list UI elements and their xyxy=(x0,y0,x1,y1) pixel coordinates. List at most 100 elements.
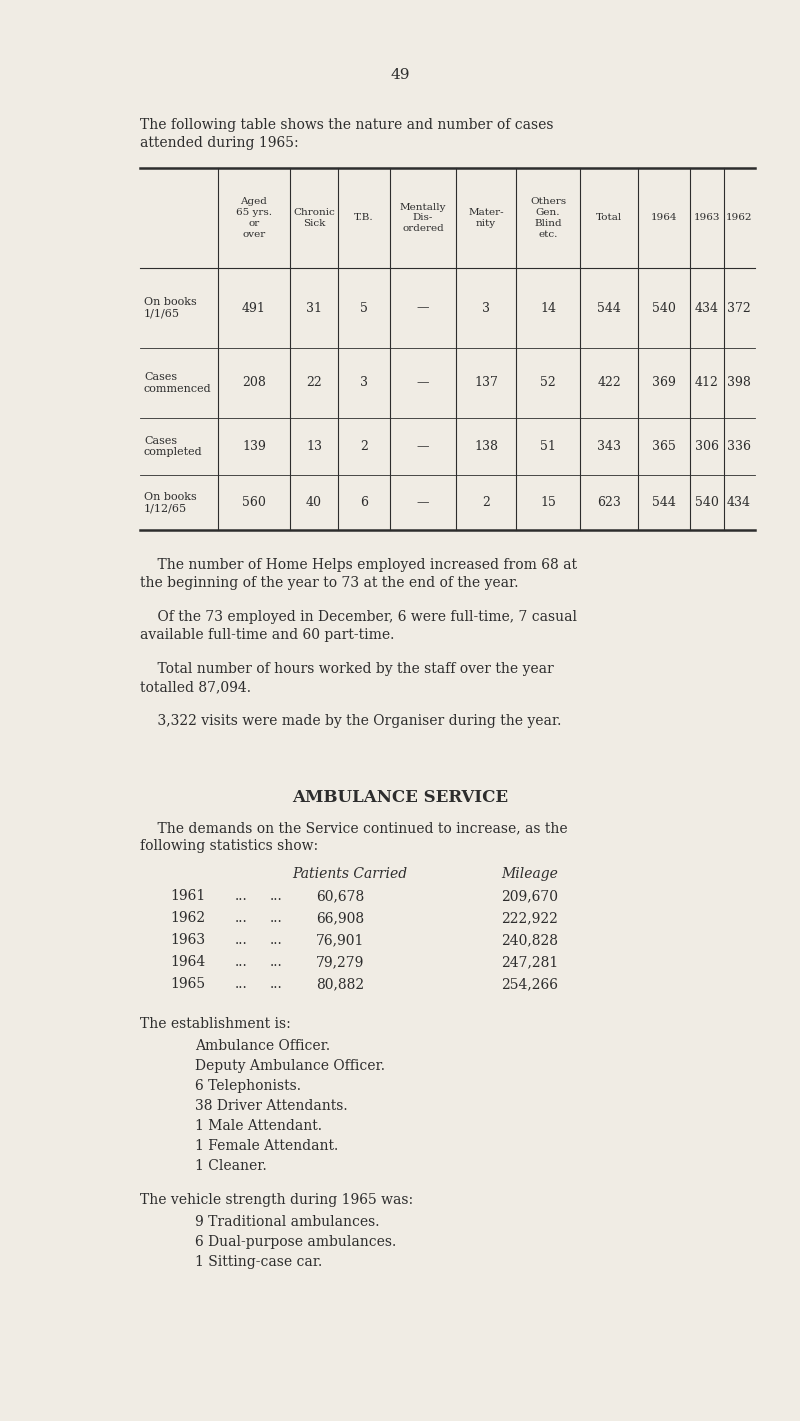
Text: 422: 422 xyxy=(597,377,621,389)
Text: ...: ... xyxy=(270,890,282,902)
Text: 1 Cleaner.: 1 Cleaner. xyxy=(195,1160,266,1172)
Text: 1961: 1961 xyxy=(170,890,206,902)
Text: 76,901: 76,901 xyxy=(316,934,364,946)
Text: 306: 306 xyxy=(695,441,719,453)
Text: Aged
65 yrs.
or
over: Aged 65 yrs. or over xyxy=(236,198,272,239)
Text: 15: 15 xyxy=(540,496,556,509)
Text: 222,922: 222,922 xyxy=(502,911,558,925)
Text: T.B.: T.B. xyxy=(354,213,374,223)
Text: 623: 623 xyxy=(597,496,621,509)
Text: 365: 365 xyxy=(652,441,676,453)
Text: 369: 369 xyxy=(652,377,676,389)
Text: 139: 139 xyxy=(242,441,266,453)
Text: 491: 491 xyxy=(242,301,266,314)
Text: 2: 2 xyxy=(360,441,368,453)
Text: 208: 208 xyxy=(242,377,266,389)
Text: 80,882: 80,882 xyxy=(316,978,364,990)
Text: Of the 73 employed in December, 6 were full-time, 7 casual: Of the 73 employed in December, 6 were f… xyxy=(140,610,577,624)
Text: 254,266: 254,266 xyxy=(502,978,558,990)
Text: 137: 137 xyxy=(474,377,498,389)
Text: Others
Gen.
Blind
etc.: Others Gen. Blind etc. xyxy=(530,198,566,239)
Text: following statistics show:: following statistics show: xyxy=(140,838,318,853)
Text: 6 Dual-purpose ambulances.: 6 Dual-purpose ambulances. xyxy=(195,1235,396,1249)
Text: 398: 398 xyxy=(727,377,751,389)
Text: ...: ... xyxy=(270,934,282,946)
Text: 52: 52 xyxy=(540,377,556,389)
Text: 209,670: 209,670 xyxy=(502,890,558,902)
Text: Total number of hours worked by the staff over the year: Total number of hours worked by the staf… xyxy=(140,662,554,676)
Text: The number of Home Helps employed increased from 68 at: The number of Home Helps employed increa… xyxy=(140,558,577,573)
Text: 544: 544 xyxy=(597,301,621,314)
Text: The vehicle strength during 1965 was:: The vehicle strength during 1965 was: xyxy=(140,1194,413,1206)
Text: —: — xyxy=(417,301,430,314)
Text: Chronic
Sick: Chronic Sick xyxy=(293,207,335,227)
Text: the beginning of the year to 73 at the end of the year.: the beginning of the year to 73 at the e… xyxy=(140,576,518,590)
Text: 372: 372 xyxy=(727,301,751,314)
Text: 560: 560 xyxy=(242,496,266,509)
Text: 1964: 1964 xyxy=(170,955,206,969)
Text: ...: ... xyxy=(270,955,282,969)
Text: The following table shows the nature and number of cases: The following table shows the nature and… xyxy=(140,118,554,132)
Text: Deputy Ambulance Officer.: Deputy Ambulance Officer. xyxy=(195,1059,385,1073)
Text: —: — xyxy=(417,441,430,453)
Text: 247,281: 247,281 xyxy=(502,955,558,969)
Text: 544: 544 xyxy=(652,496,676,509)
Text: 3,322 visits were made by the Organiser during the year.: 3,322 visits were made by the Organiser … xyxy=(140,713,562,728)
Text: 434: 434 xyxy=(727,496,751,509)
Text: totalled 87,094.: totalled 87,094. xyxy=(140,681,251,693)
Text: 3: 3 xyxy=(482,301,490,314)
Text: 38 Driver Attendants.: 38 Driver Attendants. xyxy=(195,1098,348,1113)
Text: 22: 22 xyxy=(306,377,322,389)
Text: 434: 434 xyxy=(695,301,719,314)
Text: 540: 540 xyxy=(652,301,676,314)
Text: 5: 5 xyxy=(360,301,368,314)
Text: 66,908: 66,908 xyxy=(316,911,364,925)
Text: Cases
completed: Cases completed xyxy=(144,436,202,458)
Text: 9 Traditional ambulances.: 9 Traditional ambulances. xyxy=(195,1215,379,1229)
Text: ...: ... xyxy=(235,955,248,969)
Text: On books
1/12/65: On books 1/12/65 xyxy=(144,492,197,513)
Text: 1963: 1963 xyxy=(694,213,720,223)
Text: 6 Telephonists.: 6 Telephonists. xyxy=(195,1079,301,1093)
Text: 60,678: 60,678 xyxy=(316,890,364,902)
Text: The demands on the Service continued to increase, as the: The demands on the Service continued to … xyxy=(140,821,568,836)
Text: Patients Carried: Patients Carried xyxy=(293,867,407,881)
Text: available full-time and 60 part-time.: available full-time and 60 part-time. xyxy=(140,628,394,642)
Text: attended during 1965:: attended during 1965: xyxy=(140,136,298,151)
Text: Total: Total xyxy=(596,213,622,223)
Text: 1964: 1964 xyxy=(650,213,678,223)
Text: 1962: 1962 xyxy=(726,213,752,223)
Text: —: — xyxy=(417,496,430,509)
Text: ...: ... xyxy=(235,934,248,946)
Text: 1 Male Attendant.: 1 Male Attendant. xyxy=(195,1118,322,1133)
Text: AMBULANCE SERVICE: AMBULANCE SERVICE xyxy=(292,789,508,806)
Text: ...: ... xyxy=(235,911,248,925)
Text: 138: 138 xyxy=(474,441,498,453)
Text: 240,828: 240,828 xyxy=(502,934,558,946)
Text: Cases
commenced: Cases commenced xyxy=(144,372,212,394)
Text: 343: 343 xyxy=(597,441,621,453)
Text: 1 Female Attendant.: 1 Female Attendant. xyxy=(195,1140,338,1152)
Text: 14: 14 xyxy=(540,301,556,314)
Text: —: — xyxy=(417,377,430,389)
Text: 3: 3 xyxy=(360,377,368,389)
Text: 1965: 1965 xyxy=(170,978,205,990)
Text: 40: 40 xyxy=(306,496,322,509)
Text: 79,279: 79,279 xyxy=(316,955,364,969)
Text: 540: 540 xyxy=(695,496,719,509)
Text: 31: 31 xyxy=(306,301,322,314)
Text: Mentally
Dis-
ordered: Mentally Dis- ordered xyxy=(400,203,446,233)
Text: 49: 49 xyxy=(390,68,410,82)
Text: 412: 412 xyxy=(695,377,719,389)
Text: Mater-
nity: Mater- nity xyxy=(468,207,504,227)
Text: Ambulance Officer.: Ambulance Officer. xyxy=(195,1039,330,1053)
Text: 6: 6 xyxy=(360,496,368,509)
Text: 1 Sitting-case car.: 1 Sitting-case car. xyxy=(195,1255,322,1269)
Text: ...: ... xyxy=(270,978,282,990)
Text: 51: 51 xyxy=(540,441,556,453)
Text: ...: ... xyxy=(235,978,248,990)
Text: 336: 336 xyxy=(727,441,751,453)
Text: The establishment is:: The establishment is: xyxy=(140,1017,290,1032)
Text: 1963: 1963 xyxy=(170,934,205,946)
Text: ...: ... xyxy=(235,890,248,902)
